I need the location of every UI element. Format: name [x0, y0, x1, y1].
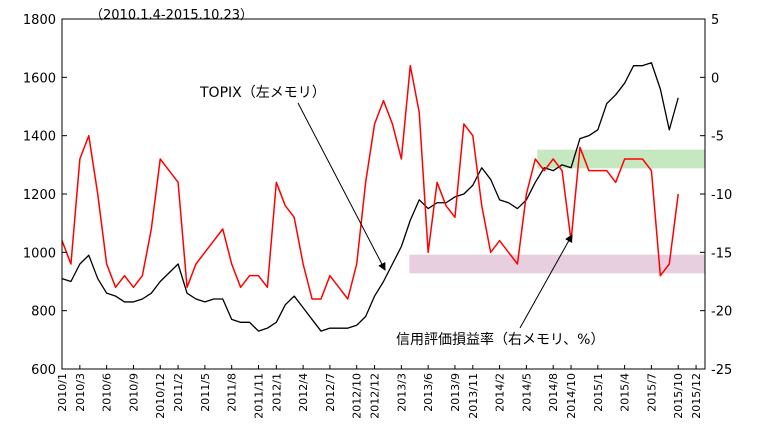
- series-topix-line: [61, 62, 679, 332]
- x-tick-label: 2011/5: [199, 373, 212, 412]
- x-tick-label: 2015/7: [645, 373, 658, 412]
- y-left-tick-label: 1600: [23, 71, 56, 86]
- x-tick-label: 2012/1: [270, 373, 283, 412]
- annotation-margin-label: 信用評価損益率（右メモリ、%）: [396, 331, 604, 348]
- x-tick-label: 2015/10: [672, 373, 685, 419]
- y-right-tick-label: -10: [711, 188, 732, 203]
- y-left-tick-label: 600: [31, 363, 56, 378]
- series-margin-ratio-line: [61, 64, 679, 300]
- x-tick-label: 2010/1: [56, 373, 69, 412]
- y-right-tick-label: 0: [711, 71, 719, 86]
- y-right-tick-label: -15: [711, 246, 732, 261]
- x-tick-label: 2010/3: [74, 373, 87, 412]
- x-tick-label: 2012/10: [351, 373, 364, 419]
- x-tick-label: 2012/7: [324, 373, 337, 412]
- x-tick-label: 2013/11: [467, 373, 480, 419]
- annotation-margin-arrow: [519, 234, 573, 329]
- x-tick-label: 2010/12: [154, 373, 167, 419]
- y-right-tick-label: 5: [711, 13, 719, 28]
- annotation-topix-label: TOPIX（左メモリ）: [199, 85, 326, 101]
- y-right-tick-label: -20: [711, 305, 732, 320]
- x-tick-label: 2014/10: [565, 373, 578, 419]
- x-tick-label: 2015/1: [592, 373, 605, 412]
- x-tick-label: 2015/4: [619, 373, 632, 412]
- y-left-tick-label: 1200: [23, 188, 56, 203]
- y-right-tick-label: -5: [711, 130, 724, 145]
- y-left-tick-label: 800: [31, 305, 56, 320]
- x-tick-label: 2011/8: [226, 373, 239, 412]
- x-tick-label: 2014/8: [547, 373, 560, 412]
- x-tick-label: 2012/4: [297, 373, 310, 412]
- x-tick-label: 2015/12: [690, 373, 703, 419]
- x-tick-label: 2011/11: [252, 373, 265, 419]
- x-tick-label: 2014/5: [520, 373, 533, 412]
- y-left-tick-label: 1400: [23, 130, 56, 145]
- x-tick-label: 2013/3: [395, 373, 408, 412]
- y-left-tick-label: 1800: [23, 13, 56, 28]
- x-tick-label: 2013/9: [449, 373, 462, 412]
- chart-subtitle: （2010.1.4-2015.10.23）: [90, 8, 253, 23]
- x-tick-label: 2011/2: [172, 373, 185, 412]
- x-tick-label: 2014/2: [494, 373, 507, 412]
- x-tick-label: 2010/9: [127, 373, 140, 412]
- plot-frame: [61, 18, 706, 370]
- y-left-tick-label: 1000: [23, 246, 56, 261]
- x-tick-label: 2012/12: [369, 373, 382, 419]
- annotation-topix-arrow: [297, 102, 386, 271]
- x-tick-label: 2013/6: [422, 373, 435, 412]
- y-right-tick-label: -25: [711, 363, 732, 378]
- band-2: [409, 254, 705, 274]
- x-tick-label: 2010/6: [101, 373, 114, 412]
